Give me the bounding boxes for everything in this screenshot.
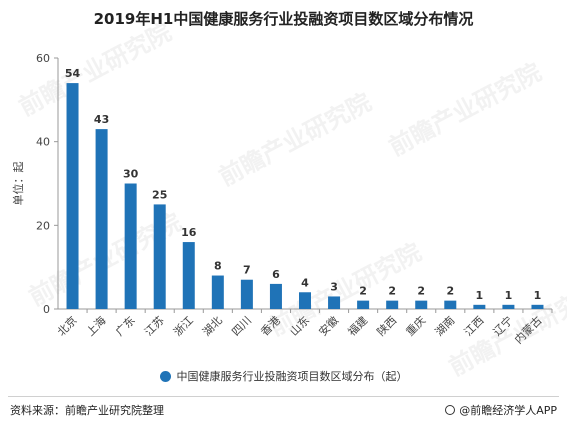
- x-tick-label: 浙江: [171, 314, 196, 339]
- bar: [415, 300, 428, 309]
- data-label: 16: [181, 226, 197, 239]
- bar: [124, 183, 137, 309]
- bar: [357, 300, 370, 309]
- bar: [531, 304, 544, 309]
- data-label: 1: [476, 289, 484, 302]
- x-tick-label: 山东: [287, 314, 312, 339]
- bar: [444, 300, 457, 309]
- chart-title: 2019年H1中国健康服务行业投融资项目数区域分布情况: [93, 10, 474, 28]
- x-tick-label: 北京: [54, 313, 79, 338]
- bar: [328, 296, 341, 309]
- data-label: 2: [359, 285, 367, 298]
- x-tick-label: 江西: [462, 314, 487, 339]
- footer-divider: [8, 396, 559, 397]
- x-tick-label: 重庆: [403, 313, 428, 338]
- bar: [269, 283, 282, 309]
- data-label: 2: [446, 285, 454, 298]
- bar: [153, 204, 166, 309]
- y-axis-title: 单位：起: [11, 162, 25, 206]
- bar: [66, 83, 79, 309]
- data-label: 6: [272, 268, 280, 281]
- data-label: 7: [243, 264, 251, 277]
- y-tick-label: 40: [36, 136, 50, 149]
- bar: [473, 304, 486, 309]
- bar: [299, 292, 311, 309]
- brand-label: @前瞻经济学人APP: [459, 404, 557, 417]
- x-tick-label: 上海: [83, 313, 108, 338]
- bar: [240, 279, 253, 309]
- legend-label: 中国健康服务行业投融资项目数区域分布（起）: [176, 370, 408, 383]
- x-tick-label: 湖南: [433, 314, 458, 339]
- data-label: 30: [123, 168, 139, 181]
- x-tick-label: 辽宁: [490, 313, 515, 338]
- brand-credit: @前瞻经济学人APP: [445, 402, 557, 418]
- x-tick-label: 江苏: [142, 314, 167, 339]
- x-tick-label: 四川: [229, 314, 254, 339]
- x-tick-label: 安徽: [316, 313, 341, 338]
- x-tick-label: 湖北: [200, 314, 225, 339]
- brand-logo-icon: [445, 405, 456, 415]
- y-tick-label: 60: [36, 52, 50, 65]
- legend: 中国健康服务行业投融资项目数区域分布（起）: [0, 368, 567, 384]
- bar: [211, 275, 224, 309]
- data-label: 1: [505, 289, 513, 302]
- bar: [502, 304, 515, 309]
- data-label: 2: [417, 285, 425, 298]
- y-tick-label: 0: [43, 303, 50, 316]
- x-tick-label: 香港: [258, 314, 283, 339]
- bar: [95, 129, 108, 309]
- x-tick-label: 内蒙古: [511, 313, 544, 346]
- data-label: 4: [301, 276, 309, 289]
- x-tick-label: 福建: [345, 313, 370, 338]
- bar: [386, 300, 399, 309]
- data-label: 54: [65, 67, 81, 80]
- data-label: 3: [330, 280, 338, 293]
- data-label: 2: [388, 285, 396, 298]
- data-label: 25: [152, 188, 167, 201]
- y-tick-label: 20: [36, 219, 50, 232]
- x-tick-label: 广东: [113, 314, 138, 339]
- data-label: 1: [534, 289, 542, 302]
- bar-chart: 0204060单位：起54北京43上海30广东25江苏16浙江8湖北7四川6香港…: [11, 52, 553, 346]
- legend-swatch: [159, 370, 171, 382]
- data-label: 43: [94, 113, 109, 126]
- data-label: 8: [214, 260, 222, 273]
- bar: [182, 242, 195, 309]
- x-tick-label: 陕西: [374, 313, 399, 338]
- source-note: 资料来源：前瞻产业研究院整理: [10, 404, 164, 417]
